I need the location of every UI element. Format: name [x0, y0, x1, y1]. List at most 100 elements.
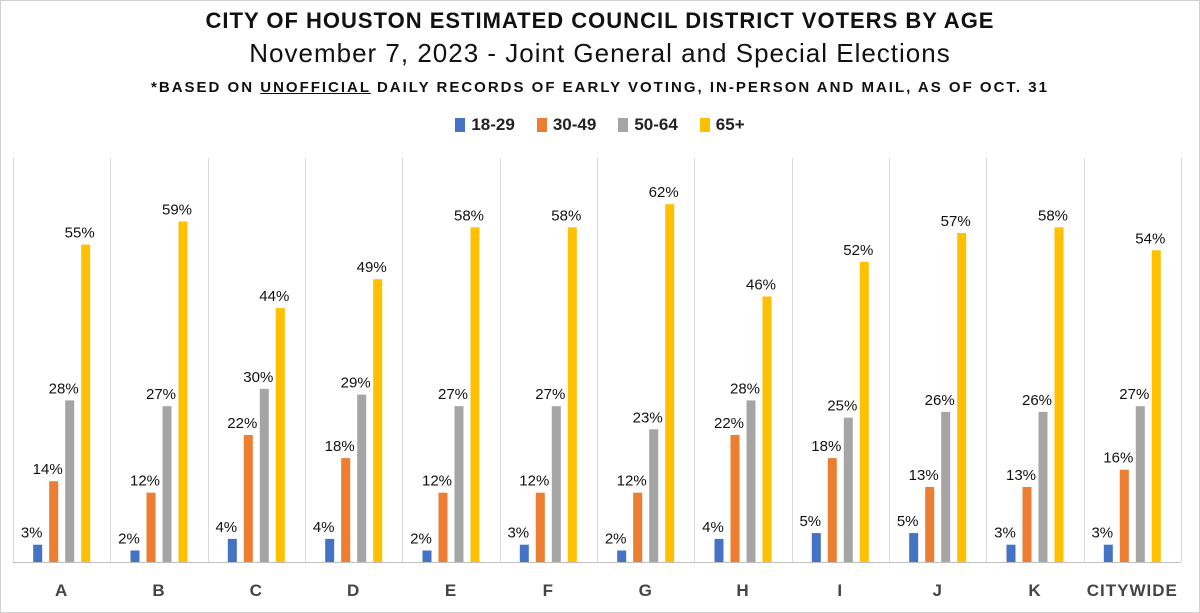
data-label: 29% [341, 375, 371, 392]
data-label: 3% [1091, 525, 1113, 542]
bar-a-s4 [81, 244, 91, 562]
bar-b-s3 [162, 406, 172, 562]
bar-j-s2 [925, 487, 935, 562]
bar-c-s2 [243, 435, 253, 562]
legend-swatch-50-64 [618, 118, 629, 132]
data-label: 12% [617, 473, 647, 490]
x-tick-label: K [1028, 581, 1041, 600]
x-tick-label: I [837, 581, 843, 600]
data-label: 58% [1038, 207, 1068, 224]
bar-g-s3 [649, 429, 659, 562]
bar-g-s2 [633, 492, 643, 562]
bar-a-s2 [49, 481, 59, 562]
bar-e-s1 [422, 550, 432, 562]
data-label: 62% [649, 184, 679, 201]
bar-j-s1 [909, 533, 919, 562]
bar-citywide-s1 [1103, 544, 1113, 562]
x-tick-label: C [250, 581, 263, 600]
data-label: 25% [827, 398, 857, 415]
bar-i-s2 [827, 458, 837, 562]
x-tick-label: H [736, 581, 749, 600]
x-tick-label: J [932, 581, 942, 600]
note-prefix: *BASED ON [151, 79, 261, 96]
bar-h-s2 [730, 435, 740, 562]
bar-g-s1 [617, 550, 627, 562]
data-label: 13% [909, 467, 939, 484]
data-label: 59% [162, 202, 192, 219]
bar-f-s2 [535, 492, 545, 562]
data-label: 2% [605, 531, 627, 548]
x-tick-label: B [152, 581, 165, 600]
bar-b-s4 [178, 221, 188, 562]
data-label: 13% [1006, 467, 1036, 484]
data-label: 27% [438, 386, 468, 403]
data-label: 16% [1103, 450, 1133, 467]
legend-label-65-plus: 65+ [715, 115, 745, 134]
data-label: 5% [799, 513, 821, 530]
data-label: 2% [410, 531, 432, 548]
data-label: 57% [941, 213, 971, 230]
legend-label-30-49: 30-49 [552, 115, 597, 134]
data-label: 58% [551, 207, 581, 224]
legend-item-18-29: 18-29 [455, 115, 515, 135]
bar-j-s3 [941, 411, 951, 562]
legend-swatch-65-plus [699, 118, 710, 132]
bar-c-s4 [275, 308, 285, 562]
data-label: 4% [702, 519, 724, 536]
x-tick-label: F [543, 581, 554, 600]
data-label: 49% [357, 259, 387, 276]
bar-d-s3 [357, 394, 367, 562]
bar-a-s1 [33, 544, 43, 562]
legend-swatch-30-49 [536, 118, 547, 132]
data-label: 2% [118, 531, 140, 548]
data-label: 27% [146, 386, 176, 403]
data-label: 27% [1119, 386, 1149, 403]
data-label: 12% [422, 473, 452, 490]
bar-d-s2 [341, 458, 351, 562]
data-label: 23% [633, 409, 663, 426]
data-label: 3% [507, 525, 529, 542]
bar-h-s1 [714, 538, 724, 562]
chart-note: *BASED ON UNOFFICIAL DAILY RECORDS OF EA… [0, 79, 1200, 96]
x-tick-label: A [55, 581, 68, 600]
data-label: 18% [811, 438, 841, 455]
bar-k-s1 [1006, 544, 1016, 562]
x-tick-label: D [347, 581, 360, 600]
bar-f-s1 [519, 544, 529, 562]
data-label: 26% [925, 392, 955, 409]
data-label: 26% [1022, 392, 1052, 409]
legend-label-18-29: 18-29 [471, 115, 515, 134]
legend-item-30-49: 30-49 [536, 115, 597, 135]
data-label: 4% [313, 519, 335, 536]
note-suffix: DAILY RECORDS OF EARLY VOTING, IN-PERSON… [370, 79, 1049, 96]
data-label: 55% [65, 225, 95, 242]
x-tick-label: CITYWIDE [1087, 581, 1178, 600]
bar-h-s4 [762, 296, 772, 562]
data-label: 3% [21, 525, 43, 542]
data-label: 4% [215, 519, 237, 536]
bar-f-s3 [551, 406, 561, 562]
data-label: 46% [746, 277, 776, 294]
note-emphasis: UNOFFICIAL [260, 79, 371, 96]
bar-b-s1 [130, 550, 140, 562]
bar-k-s4 [1054, 227, 1064, 563]
bar-h-s3 [746, 400, 756, 562]
bar-i-s4 [859, 261, 869, 562]
bar-i-s1 [811, 533, 821, 562]
bar-k-s2 [1022, 487, 1032, 562]
data-label: 58% [454, 207, 484, 224]
bar-f-s4 [567, 227, 577, 563]
data-label: 3% [994, 525, 1016, 542]
bar-e-s4 [470, 227, 480, 563]
x-tick-label: G [639, 581, 653, 600]
data-label: 44% [259, 288, 289, 305]
data-label: 52% [843, 242, 873, 259]
legend-item-65-plus: 65+ [699, 115, 745, 135]
data-label: 22% [714, 415, 744, 432]
data-label: 54% [1135, 230, 1165, 247]
bar-citywide-s4 [1151, 250, 1161, 563]
data-label: 28% [730, 380, 760, 397]
x-tick-label: E [445, 581, 457, 600]
bar-d-s1 [325, 538, 335, 562]
